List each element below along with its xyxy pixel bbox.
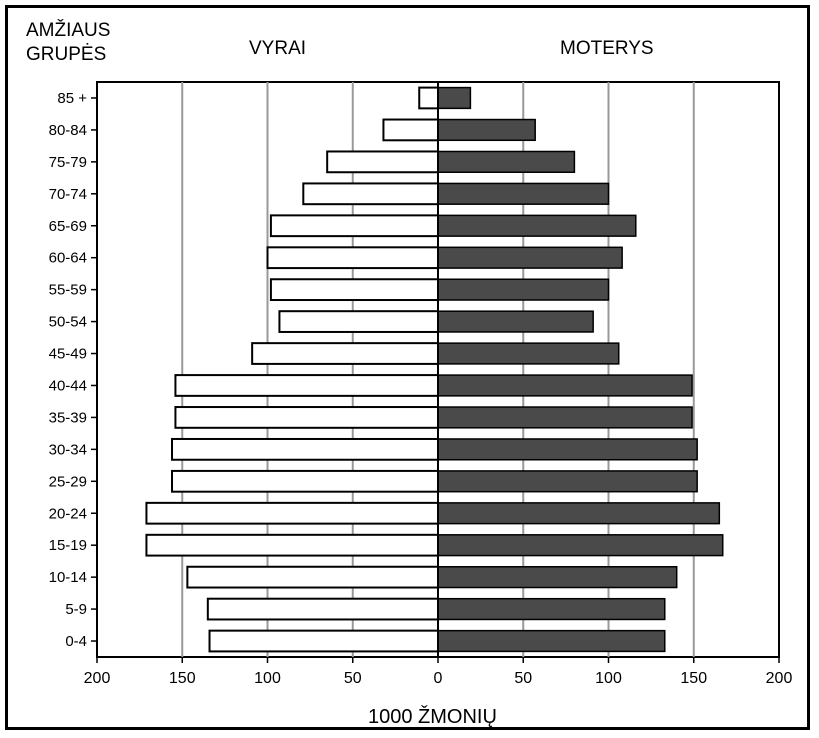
- female-bar: [437, 502, 721, 525]
- age-group-label: 5-9: [65, 601, 87, 618]
- x-tick-label: 200: [84, 670, 111, 687]
- x-tick-label: 50: [514, 670, 532, 687]
- male-bar: [186, 565, 439, 589]
- male-bar: [145, 533, 439, 557]
- female-bar: [437, 438, 698, 461]
- age-group-label: 55-59: [49, 282, 87, 299]
- age-group-label: 35-39: [49, 409, 87, 426]
- female-bar: [437, 310, 594, 333]
- age-axis-title-line1: AMŽIAUS: [26, 20, 111, 41]
- male-bar: [269, 214, 439, 238]
- age-group-label: 25-29: [49, 473, 87, 490]
- female-series-label: MOTERYS: [560, 38, 654, 59]
- female-bar: [437, 150, 576, 173]
- chart-frame: [5, 5, 810, 730]
- age-group-label: 60-64: [49, 250, 87, 267]
- female-bar: [437, 214, 637, 237]
- male-bar: [326, 150, 439, 174]
- x-tick-label: 50: [344, 670, 362, 687]
- age-group-label: 10-14: [49, 569, 87, 586]
- male-bar: [174, 374, 439, 397]
- age-group-label: 50-54: [49, 314, 87, 331]
- male-series-label: VYRAI: [249, 38, 307, 59]
- female-bar: [437, 182, 610, 205]
- x-tick-label: 200: [766, 670, 793, 687]
- age-group-label: 65-69: [49, 218, 87, 235]
- age-group-label: 75-79: [49, 154, 87, 171]
- male-bar: [174, 406, 439, 429]
- x-tick-label: 0: [434, 670, 443, 687]
- male-bar: [418, 86, 439, 110]
- age-axis-title-line2: GRUPĖS: [26, 44, 107, 65]
- age-group-label: 70-74: [49, 186, 87, 203]
- male-bar: [206, 597, 439, 621]
- male-bar: [382, 118, 440, 142]
- female-bar: [437, 629, 666, 653]
- age-group-label: 80-84: [49, 122, 87, 139]
- female-bar: [437, 374, 693, 397]
- male-bar: [269, 278, 439, 302]
- male-bar: [302, 182, 439, 206]
- female-bar: [437, 342, 620, 365]
- age-group-label: 45-49: [49, 346, 87, 363]
- male-bar: [171, 469, 440, 493]
- age-group-label: 20-24: [49, 505, 87, 522]
- female-bar: [437, 246, 623, 269]
- male-bar: [208, 629, 439, 653]
- x-tick-label: 150: [680, 670, 707, 687]
- x-tick-label: 100: [595, 670, 622, 687]
- male-bar: [171, 437, 440, 461]
- x-axis-label: 1000 ŽMONIŲ: [368, 706, 497, 728]
- female-bar: [437, 597, 666, 621]
- female-bar: [437, 470, 698, 493]
- female-bar: [437, 534, 724, 557]
- age-group-label: 85 +: [57, 90, 87, 107]
- male-bar: [278, 310, 439, 333]
- female-bar: [437, 118, 536, 142]
- x-tick-label: 150: [169, 670, 196, 687]
- female-bar: [437, 566, 678, 589]
- female-bar: [437, 406, 693, 429]
- male-bar: [251, 342, 439, 365]
- male-bar: [145, 501, 439, 525]
- age-group-label: 15-19: [49, 537, 87, 554]
- female-bar: [437, 86, 472, 110]
- female-bar: [437, 278, 610, 301]
- x-tick-label: 100: [254, 670, 281, 687]
- age-group-label: 40-44: [49, 377, 87, 394]
- age-group-label: 30-34: [49, 441, 87, 458]
- age-group-label: 0-4: [65, 633, 87, 650]
- male-bar: [266, 246, 439, 270]
